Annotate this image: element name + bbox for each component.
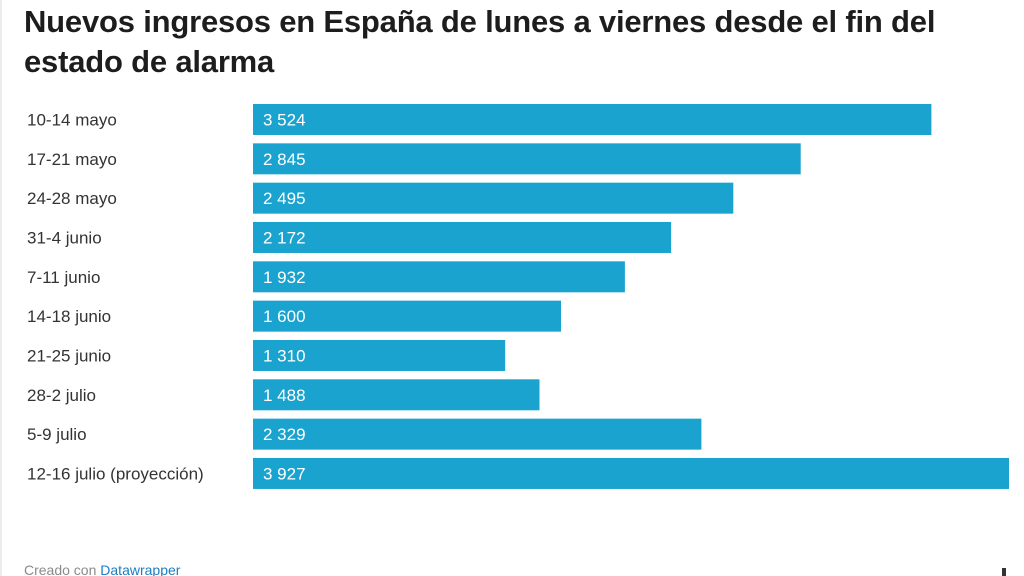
category-label: 5-9 julio bbox=[27, 425, 87, 444]
bar[interactable] bbox=[253, 300, 561, 332]
bar[interactable] bbox=[253, 143, 801, 175]
value-label: 2 172 bbox=[263, 228, 306, 247]
value-label: 2 845 bbox=[263, 150, 306, 169]
bar[interactable] bbox=[253, 261, 625, 293]
bar[interactable] bbox=[253, 182, 734, 214]
category-label: 7-11 junio bbox=[27, 268, 100, 287]
category-label: 21-25 junio bbox=[27, 346, 111, 365]
value-label: 1 932 bbox=[263, 268, 306, 287]
bar[interactable] bbox=[253, 379, 540, 411]
corner-mark bbox=[1002, 568, 1006, 576]
category-label: 28-2 julio bbox=[27, 386, 96, 405]
category-label: 17-21 mayo bbox=[27, 150, 117, 169]
bar[interactable] bbox=[253, 418, 702, 450]
chart-title: Nuevos ingresos en España de lunes a vie… bbox=[24, 4, 936, 79]
value-label: 1 488 bbox=[263, 386, 306, 405]
value-label: 3 524 bbox=[263, 111, 306, 130]
bar[interactable] bbox=[253, 457, 1009, 489]
value-label: 3 927 bbox=[263, 464, 306, 483]
category-label: 12-16 julio (proyección) bbox=[27, 464, 204, 483]
bar[interactable] bbox=[253, 339, 506, 371]
value-label: 1 600 bbox=[263, 307, 306, 326]
value-label: 2 495 bbox=[263, 189, 306, 208]
footer-credit: Creado con Datawrapper bbox=[24, 562, 180, 576]
datawrapper-link[interactable]: Datawrapper bbox=[100, 562, 181, 576]
bar[interactable] bbox=[253, 104, 932, 135]
footer-prefix: Creado con bbox=[24, 562, 97, 576]
category-label: 31-4 junio bbox=[27, 228, 102, 247]
category-label: 24-28 mayo bbox=[27, 189, 117, 208]
category-label: 14-18 junio bbox=[27, 307, 111, 326]
bar[interactable] bbox=[253, 221, 672, 253]
value-label: 2 329 bbox=[263, 425, 306, 444]
value-label: 1 310 bbox=[263, 346, 306, 365]
category-label: 10-14 mayo bbox=[27, 111, 117, 130]
